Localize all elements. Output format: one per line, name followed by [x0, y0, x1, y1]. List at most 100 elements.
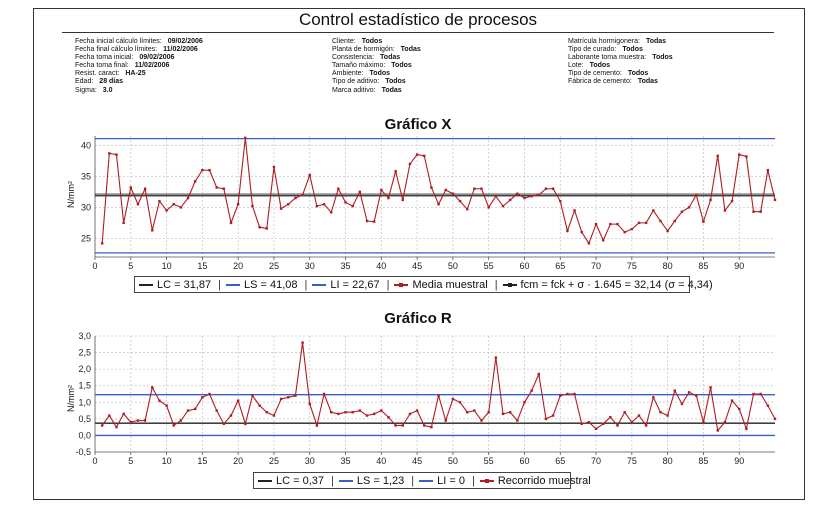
- filter-row: Tamaño máximo: Todos: [332, 62, 421, 70]
- data-point: [215, 409, 218, 412]
- data-point: [587, 420, 591, 424]
- filter-value: Todos: [385, 78, 406, 86]
- data-point: [394, 170, 397, 173]
- data-point: [730, 199, 734, 203]
- data-point: [501, 412, 505, 416]
- data-point: [100, 242, 104, 245]
- legend-label: fcm = fck + σ · 1.645 = 32,14 (σ = 4,34): [520, 278, 713, 291]
- data-point: [544, 187, 548, 190]
- data-point: [573, 209, 576, 212]
- data-point: [186, 409, 190, 412]
- data-point: [172, 203, 175, 206]
- data-point: [458, 199, 462, 203]
- data-point: [644, 424, 648, 427]
- filter-row: Lote: Todos: [568, 62, 673, 70]
- data-point: [516, 192, 519, 195]
- data-point: [652, 209, 655, 212]
- data-point: [637, 414, 641, 417]
- legend-swatch: [225, 283, 240, 286]
- filter-row: Fecha toma inicial: 09/02/2006: [75, 54, 203, 62]
- data-point: [716, 429, 719, 432]
- x-tick-label: 5: [128, 456, 133, 466]
- x-tick-label: 50: [448, 261, 458, 271]
- data-point: [222, 422, 226, 426]
- data-point: [272, 165, 276, 169]
- data-point: [451, 397, 455, 401]
- filter-label: Matrícula hormigonera:: [568, 38, 640, 45]
- x-tick-label: 30: [305, 261, 315, 271]
- filter-value: Todos: [589, 62, 611, 70]
- filter-value: 11/02/2006: [163, 46, 198, 54]
- data-point: [695, 394, 698, 397]
- x-tick-label: 45: [412, 261, 422, 271]
- data-point: [709, 198, 712, 202]
- data-point: [687, 391, 691, 394]
- filter-row: Fecha inicial cálculo límites: 09/02/2006: [75, 38, 203, 46]
- report-title: Control estadístico de procesos: [298, 10, 538, 29]
- data-point: [401, 424, 404, 427]
- data-point: [494, 356, 498, 359]
- legend-swatch: [394, 282, 409, 287]
- filter-label: Fecha toma inicial:: [75, 54, 134, 62]
- data-point: [551, 414, 555, 417]
- filter-label: Ambiente:: [332, 70, 364, 78]
- filter-row: Fecha toma final: 11/02/2006: [75, 62, 203, 70]
- filter-label: Consistencia:: [332, 54, 375, 62]
- filter-label: Edad:: [75, 78, 94, 86]
- x-tick-label: 80: [663, 261, 673, 271]
- data-point: [394, 424, 397, 427]
- data-point: [430, 425, 433, 429]
- data-point: [322, 203, 326, 206]
- filter-row: Resist. caract: HA-25: [75, 70, 203, 78]
- legend-label: LI = 0: [437, 474, 465, 487]
- legend-label: LC = 0,37: [276, 474, 325, 487]
- data-point: [530, 194, 533, 198]
- data-point: [637, 221, 641, 225]
- data-point: [702, 220, 705, 223]
- data-point: [251, 394, 254, 397]
- data-point: [287, 203, 290, 206]
- x-tick-label: 15: [197, 261, 207, 271]
- data-point: [544, 417, 548, 421]
- filter-row: Tipo de cemento: Todos: [568, 70, 673, 78]
- data-point: [516, 419, 519, 422]
- data-point: [279, 207, 283, 210]
- data-point: [143, 187, 147, 190]
- data-point: [680, 402, 684, 406]
- legend-separator: |: [494, 278, 498, 291]
- filter-label: Resist. caract:: [75, 70, 120, 78]
- data-point: [523, 401, 526, 404]
- filter-value: Todas: [645, 38, 667, 45]
- data-point: [358, 190, 362, 194]
- data-point: [251, 204, 254, 208]
- x-tick-label: 25: [269, 456, 279, 466]
- data-point: [265, 411, 268, 414]
- legend-swatch: [312, 283, 327, 286]
- legend-swatch: [502, 282, 517, 287]
- data-point: [258, 226, 261, 229]
- data-point: [666, 414, 669, 417]
- data-point: [773, 198, 777, 202]
- data-point: [201, 396, 204, 399]
- data-point: [236, 203, 240, 206]
- filter-column-1: Fecha inicial cálculo límites: 09/02/2006…: [75, 38, 203, 95]
- legend-separator: |: [331, 474, 334, 487]
- data-point: [766, 404, 770, 407]
- data-point: [537, 372, 540, 376]
- data-point: [494, 194, 498, 198]
- data-point: [194, 180, 197, 183]
- y-tick-label: 0,0: [78, 430, 91, 440]
- y-tick-label: 35: [81, 171, 91, 181]
- series-line: [101, 342, 776, 432]
- filter-value: 3.0: [102, 86, 113, 94]
- legend-item: LS = 41,08: [225, 279, 298, 291]
- filter-value: Todas: [637, 78, 658, 86]
- data-point: [122, 221, 125, 225]
- data-point: [466, 208, 469, 211]
- legend-item: LC = 0,37: [258, 475, 324, 487]
- filter-value: Todos: [369, 70, 391, 78]
- data-point: [229, 414, 233, 417]
- filter-value: Todas: [380, 54, 401, 62]
- data-point: [752, 210, 755, 213]
- data-point: [215, 186, 218, 189]
